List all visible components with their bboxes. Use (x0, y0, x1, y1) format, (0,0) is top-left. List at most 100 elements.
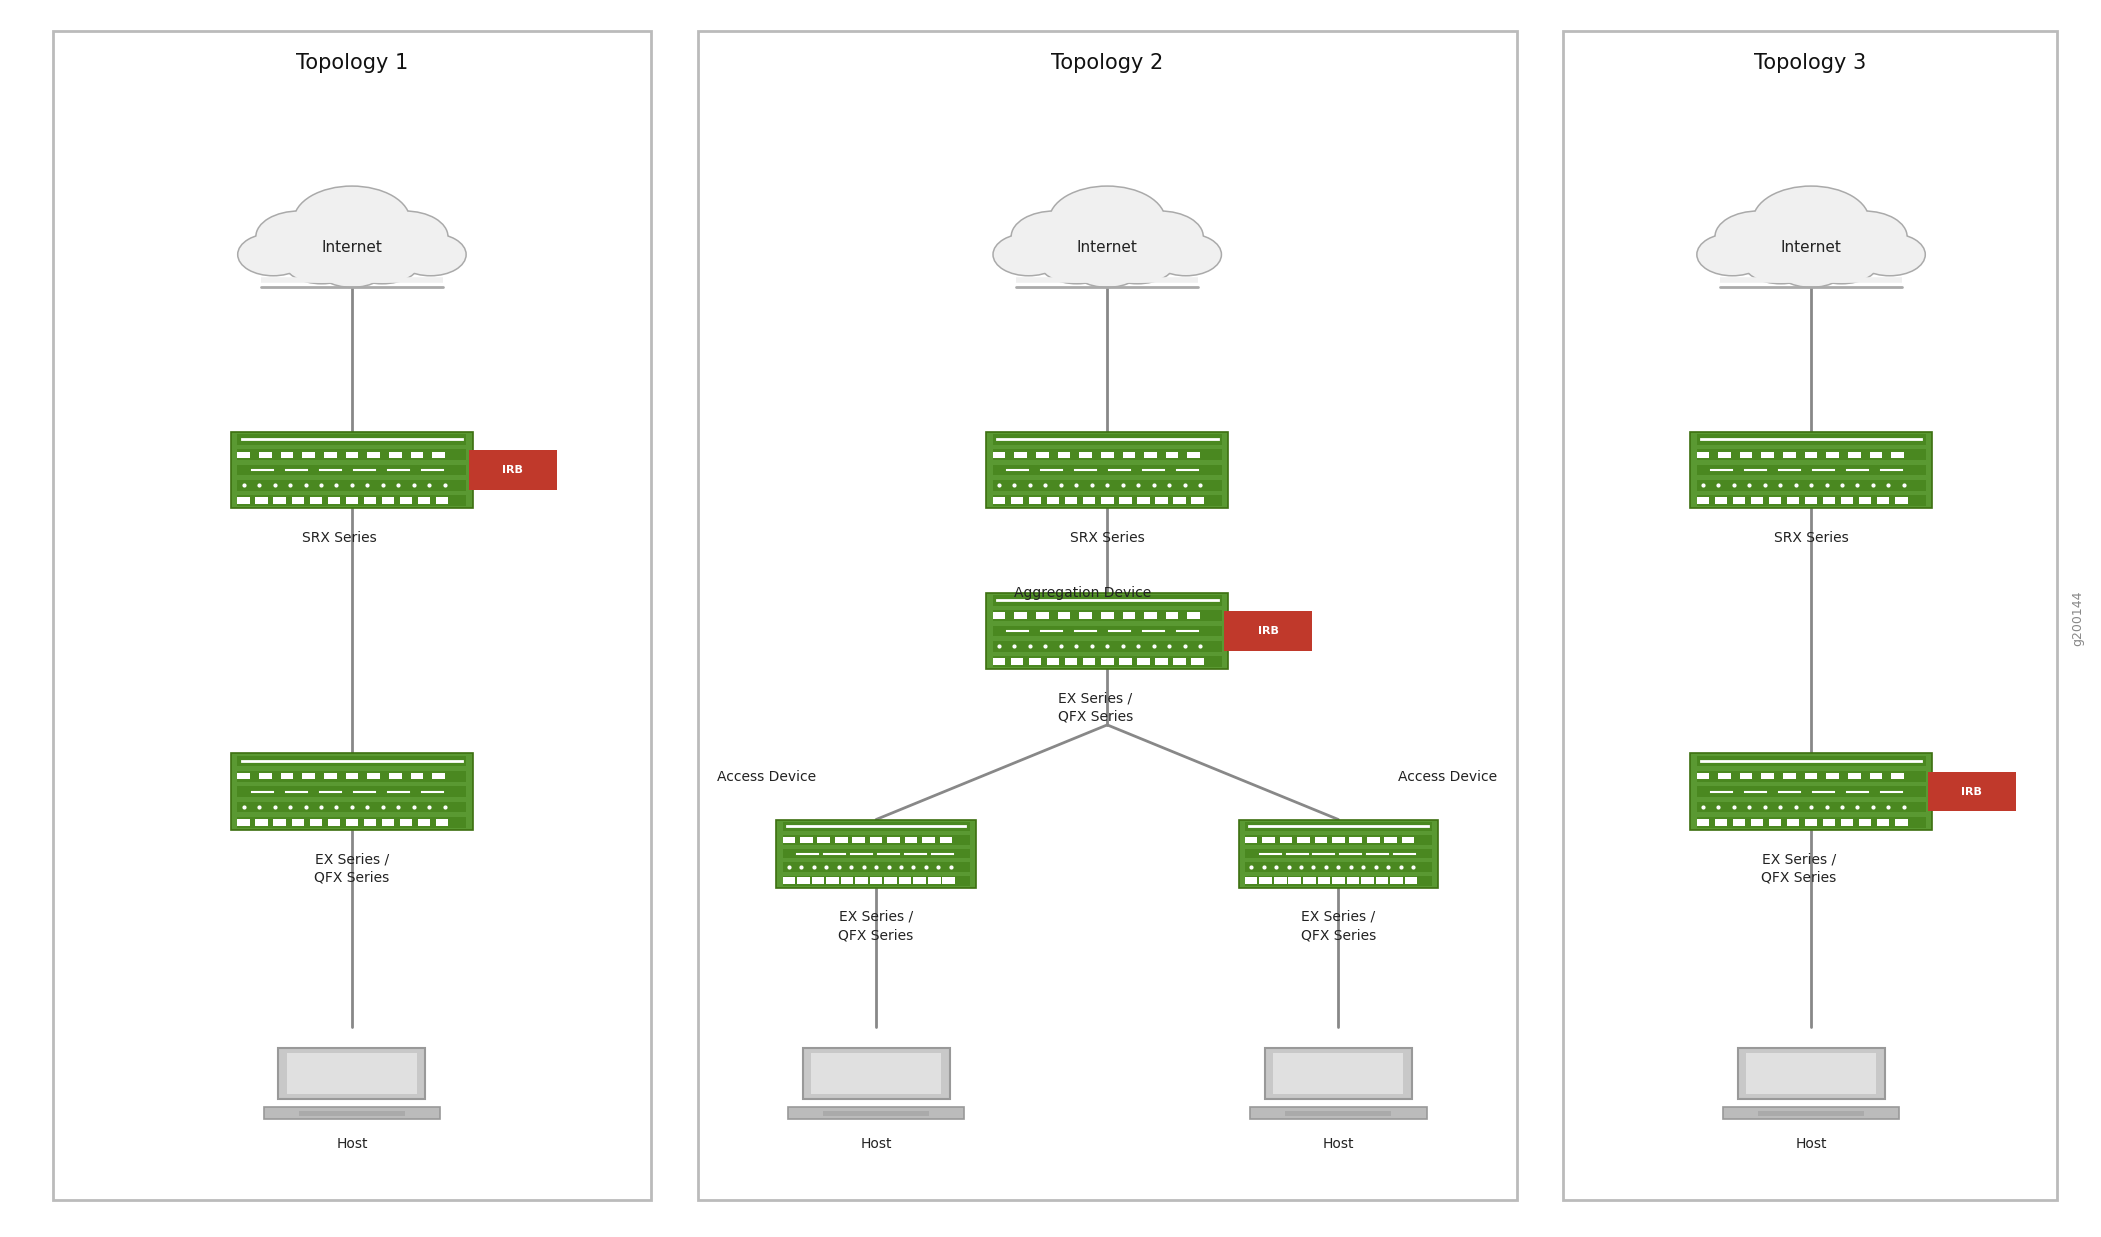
Text: IRB: IRB (1962, 787, 1981, 797)
FancyBboxPatch shape (1401, 837, 1414, 844)
FancyBboxPatch shape (994, 497, 1006, 505)
FancyBboxPatch shape (826, 877, 838, 884)
Text: EX Series /
QFX Series: EX Series / QFX Series (1761, 852, 1836, 884)
FancyBboxPatch shape (939, 837, 952, 844)
FancyBboxPatch shape (286, 1053, 416, 1094)
FancyBboxPatch shape (1349, 837, 1361, 844)
FancyBboxPatch shape (1080, 612, 1093, 618)
FancyBboxPatch shape (914, 877, 927, 884)
FancyBboxPatch shape (1761, 452, 1773, 458)
Text: EX Series /
QFX Series: EX Series / QFX Series (838, 910, 914, 943)
FancyBboxPatch shape (1391, 877, 1403, 884)
FancyBboxPatch shape (1244, 821, 1433, 831)
Text: Host: Host (861, 1137, 891, 1150)
FancyBboxPatch shape (1696, 816, 1925, 828)
FancyBboxPatch shape (347, 452, 359, 458)
FancyBboxPatch shape (1244, 862, 1433, 872)
FancyBboxPatch shape (1870, 773, 1882, 779)
FancyBboxPatch shape (1750, 497, 1763, 505)
FancyBboxPatch shape (922, 837, 935, 844)
FancyBboxPatch shape (237, 449, 466, 460)
FancyBboxPatch shape (1840, 819, 1853, 826)
FancyBboxPatch shape (347, 819, 359, 826)
FancyBboxPatch shape (1761, 773, 1773, 779)
FancyBboxPatch shape (782, 849, 971, 858)
FancyBboxPatch shape (1265, 1048, 1412, 1098)
FancyBboxPatch shape (1244, 876, 1433, 886)
FancyBboxPatch shape (1368, 837, 1380, 844)
FancyBboxPatch shape (303, 773, 315, 779)
FancyBboxPatch shape (1011, 497, 1023, 505)
FancyBboxPatch shape (994, 495, 1223, 506)
FancyBboxPatch shape (1723, 1107, 1899, 1119)
Text: Access Device: Access Device (716, 769, 817, 784)
FancyBboxPatch shape (237, 434, 466, 445)
FancyBboxPatch shape (256, 819, 269, 826)
FancyBboxPatch shape (292, 819, 305, 826)
FancyBboxPatch shape (1891, 452, 1904, 458)
FancyBboxPatch shape (1036, 612, 1048, 618)
FancyBboxPatch shape (1347, 877, 1359, 884)
FancyBboxPatch shape (1065, 658, 1078, 666)
FancyBboxPatch shape (1296, 837, 1309, 844)
FancyBboxPatch shape (399, 819, 412, 826)
FancyBboxPatch shape (258, 452, 271, 458)
FancyBboxPatch shape (1740, 452, 1752, 458)
FancyBboxPatch shape (389, 452, 401, 458)
FancyBboxPatch shape (1317, 877, 1330, 884)
FancyBboxPatch shape (1057, 612, 1069, 618)
FancyBboxPatch shape (1137, 658, 1149, 666)
FancyBboxPatch shape (853, 837, 866, 844)
FancyBboxPatch shape (1826, 452, 1838, 458)
FancyBboxPatch shape (237, 816, 466, 828)
FancyBboxPatch shape (433, 773, 445, 779)
Text: SRX Series: SRX Series (303, 531, 378, 544)
FancyBboxPatch shape (347, 497, 359, 505)
FancyBboxPatch shape (1244, 849, 1433, 858)
FancyBboxPatch shape (987, 432, 1227, 508)
FancyBboxPatch shape (1719, 452, 1731, 458)
FancyBboxPatch shape (1101, 612, 1114, 618)
FancyBboxPatch shape (1258, 877, 1271, 884)
FancyBboxPatch shape (1029, 497, 1042, 505)
FancyBboxPatch shape (824, 1111, 929, 1116)
FancyBboxPatch shape (1187, 612, 1200, 618)
FancyBboxPatch shape (1840, 497, 1853, 505)
Text: Topology 3: Topology 3 (1754, 53, 1866, 73)
FancyBboxPatch shape (1029, 658, 1042, 666)
FancyBboxPatch shape (994, 612, 1006, 618)
FancyBboxPatch shape (347, 773, 359, 779)
FancyBboxPatch shape (1080, 452, 1093, 458)
Text: Host: Host (1324, 1137, 1353, 1150)
FancyBboxPatch shape (1315, 837, 1328, 844)
FancyBboxPatch shape (994, 641, 1223, 652)
FancyBboxPatch shape (1011, 658, 1023, 666)
FancyBboxPatch shape (1288, 877, 1301, 884)
FancyBboxPatch shape (1082, 497, 1095, 505)
Text: Access Device: Access Device (1399, 769, 1498, 784)
FancyBboxPatch shape (282, 452, 294, 458)
FancyBboxPatch shape (1696, 480, 1925, 491)
FancyBboxPatch shape (1689, 753, 1933, 830)
FancyBboxPatch shape (777, 820, 975, 888)
FancyBboxPatch shape (1769, 819, 1782, 826)
FancyBboxPatch shape (1187, 452, 1200, 458)
Text: SRX Series: SRX Series (1773, 531, 1849, 544)
FancyBboxPatch shape (1805, 497, 1817, 505)
Text: SRX Series: SRX Series (1069, 531, 1145, 544)
FancyBboxPatch shape (1876, 819, 1889, 826)
Text: Topology 1: Topology 1 (296, 53, 408, 73)
FancyBboxPatch shape (435, 497, 448, 505)
FancyBboxPatch shape (1696, 756, 1925, 767)
FancyBboxPatch shape (237, 787, 466, 797)
FancyBboxPatch shape (277, 1048, 424, 1098)
FancyBboxPatch shape (399, 497, 412, 505)
FancyBboxPatch shape (237, 480, 466, 491)
FancyBboxPatch shape (1172, 497, 1185, 505)
FancyBboxPatch shape (1191, 497, 1204, 505)
Text: Host: Host (1796, 1137, 1826, 1150)
FancyBboxPatch shape (237, 756, 466, 767)
FancyBboxPatch shape (782, 835, 971, 845)
FancyBboxPatch shape (1385, 837, 1397, 844)
FancyBboxPatch shape (1895, 497, 1908, 505)
